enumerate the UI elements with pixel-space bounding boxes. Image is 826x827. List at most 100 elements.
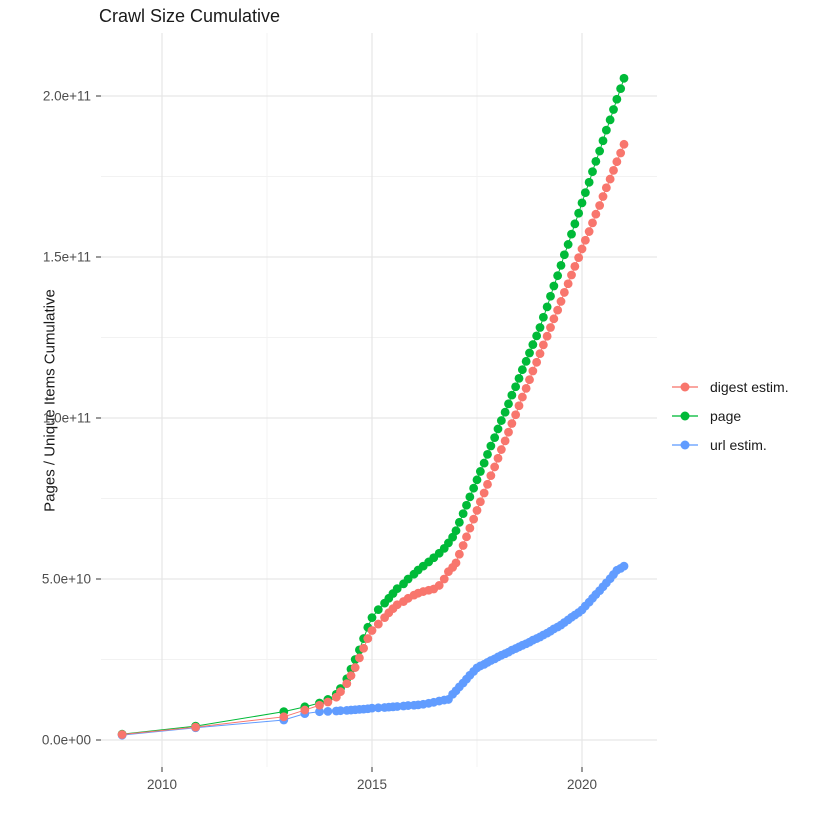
legend-key-url-icon: [672, 436, 698, 454]
legend-item-url: url estim.: [672, 436, 789, 454]
data-point-0: [521, 383, 531, 393]
data-point-1: [570, 219, 580, 229]
data-point-0: [504, 427, 513, 437]
data-point-1: [619, 73, 629, 83]
data-point-0: [373, 619, 383, 629]
data-point-0: [511, 410, 521, 420]
data-point-0: [359, 643, 368, 653]
data-point-0: [556, 297, 566, 306]
data-point-1: [532, 331, 542, 341]
data-point-1: [469, 483, 479, 493]
legend: digest estim. page url estim.: [672, 378, 789, 454]
data-point-1: [609, 105, 618, 114]
data-point-2: [392, 702, 402, 711]
data-point-0: [605, 174, 615, 184]
data-point-1: [483, 449, 492, 459]
legend-label-page: page: [710, 408, 742, 424]
data-point-1: [511, 382, 521, 392]
data-point-0: [454, 549, 464, 559]
data-point-1: [496, 416, 506, 425]
data-point-1: [556, 260, 566, 270]
data-point-1: [546, 291, 555, 301]
data-point-0: [514, 401, 524, 411]
data-point-0: [619, 139, 629, 149]
data-point-0: [469, 514, 479, 524]
data-point-0: [553, 305, 563, 315]
data-point-1: [490, 433, 500, 443]
data-point-1: [514, 373, 524, 383]
data-point-1: [504, 399, 513, 409]
data-point-1: [465, 492, 475, 502]
series-line-0: [122, 144, 625, 736]
data-point-0: [458, 541, 468, 550]
data-point-0: [462, 532, 471, 542]
data-point-0: [439, 574, 449, 584]
data-point-0: [479, 488, 489, 498]
y-tick-label: 0.0e+00: [42, 733, 91, 748]
data-point-0: [336, 687, 345, 697]
data-point-0: [486, 471, 496, 481]
data-point-0: [490, 462, 500, 472]
data-point-0: [191, 722, 201, 732]
data-point-0: [616, 148, 626, 158]
data-point-0: [465, 523, 475, 533]
data-point-1: [591, 156, 601, 166]
data-point-0: [342, 679, 352, 689]
data-point-0: [538, 340, 548, 350]
data-point-1: [517, 365, 527, 375]
data-point-0: [525, 375, 534, 385]
data-point-0: [346, 671, 356, 680]
data-point-1: [563, 240, 573, 249]
data-point-0: [612, 157, 622, 167]
data-point-1: [580, 188, 590, 198]
data-point-0: [117, 730, 127, 739]
data-point-1: [486, 441, 496, 451]
data-point-0: [542, 331, 552, 341]
data-point-0: [483, 479, 492, 489]
data-point-0: [588, 218, 597, 228]
legend-item-digest: digest estim.: [672, 378, 789, 396]
data-point-1: [595, 146, 605, 156]
legend-label-url: url estim.: [710, 437, 767, 453]
data-point-1: [454, 517, 464, 527]
data-point-0: [434, 581, 444, 590]
data-point-1: [493, 424, 503, 434]
data-point-2: [336, 706, 345, 716]
data-point-0: [475, 497, 485, 507]
data-point-0: [367, 626, 377, 635]
data-point-2: [323, 706, 333, 716]
y-tick-label: 5.0e+10: [42, 572, 91, 587]
data-point-1: [403, 574, 413, 584]
y-tick-label: 2.0e+11: [43, 89, 91, 104]
data-point-1: [373, 605, 383, 614]
data-point-1: [553, 271, 563, 281]
data-point-2: [619, 561, 629, 571]
data-point-0: [507, 419, 517, 428]
data-point-0: [535, 349, 545, 358]
data-point-1: [559, 250, 569, 260]
data-point-0: [496, 445, 506, 454]
data-point-0: [528, 366, 538, 376]
data-point-1: [612, 94, 622, 104]
data-point-0: [517, 392, 527, 402]
data-point-0: [355, 653, 364, 663]
data-point-0: [609, 165, 618, 175]
data-point-2: [367, 703, 377, 713]
legend-item-page: page: [672, 407, 789, 425]
data-point-1: [392, 584, 402, 594]
data-point-2: [315, 707, 324, 717]
chart-title: Crawl Size Cumulative: [99, 6, 281, 26]
data-point-1: [500, 407, 510, 417]
data-point-1: [574, 208, 584, 218]
legend-label-digest: digest estim.: [710, 379, 789, 395]
legend-key-digest-icon: [672, 378, 698, 396]
data-point-2: [373, 703, 383, 713]
data-point-1: [507, 390, 517, 400]
data-point-1: [367, 613, 377, 623]
data-point-0: [577, 244, 587, 254]
data-point-1: [567, 229, 576, 239]
x-tick-label: 2020: [567, 777, 597, 792]
data-point-1: [472, 475, 482, 485]
data-point-1: [528, 340, 538, 349]
